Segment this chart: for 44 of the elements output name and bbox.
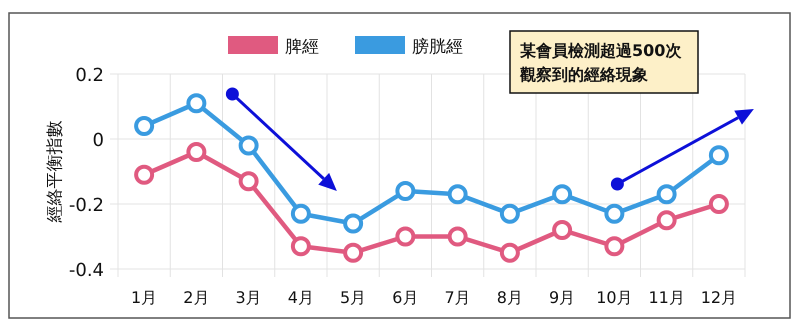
point — [448, 226, 468, 246]
y-tick-label: 0.2 — [75, 65, 104, 86]
x-tick-label: 3月 — [236, 288, 262, 307]
annotation: 某會員檢測超過500次觀察到的經絡現象 — [519, 41, 682, 84]
x-tick-label: 8月 — [496, 288, 523, 307]
x-tick-label: 7月 — [444, 288, 471, 307]
point — [290, 236, 311, 256]
point — [186, 93, 206, 114]
x-tick-label: 2月 — [183, 288, 210, 307]
x-tick-label: 4月 — [288, 288, 314, 307]
legend-label: 膀胱經 — [412, 37, 463, 57]
x-tick-label: 6月 — [392, 288, 418, 307]
x-tick-label: 12月 — [700, 288, 738, 307]
point — [290, 204, 311, 224]
point — [448, 184, 468, 204]
point — [238, 136, 259, 156]
x-tick-label: 11月 — [648, 288, 685, 307]
point — [708, 145, 729, 166]
point — [552, 184, 572, 204]
y-tick-label: -0.4 — [68, 260, 104, 281]
point — [604, 204, 624, 224]
x-tick-label: 10月 — [596, 288, 633, 307]
x-tick-label: 1月 — [131, 288, 158, 307]
point — [656, 210, 677, 230]
point — [134, 164, 154, 185]
legend-label: 脾經 — [285, 37, 319, 57]
x-tick-label: 5月 — [340, 288, 366, 307]
point — [656, 184, 677, 204]
point — [500, 204, 520, 224]
point — [134, 116, 154, 136]
point — [186, 142, 206, 162]
x-tick-label: 9月 — [549, 288, 576, 307]
y-tick-label: 0 — [92, 130, 104, 151]
point — [552, 220, 572, 240]
point — [343, 214, 364, 234]
y-tick-label: -0.2 — [68, 195, 104, 216]
point — [708, 194, 729, 214]
point — [238, 171, 259, 192]
y-axis-title: 經絡平衡指數 — [45, 120, 65, 224]
point — [395, 181, 416, 201]
point — [604, 236, 624, 256]
point — [395, 226, 416, 246]
point — [343, 242, 364, 263]
point — [500, 242, 520, 263]
